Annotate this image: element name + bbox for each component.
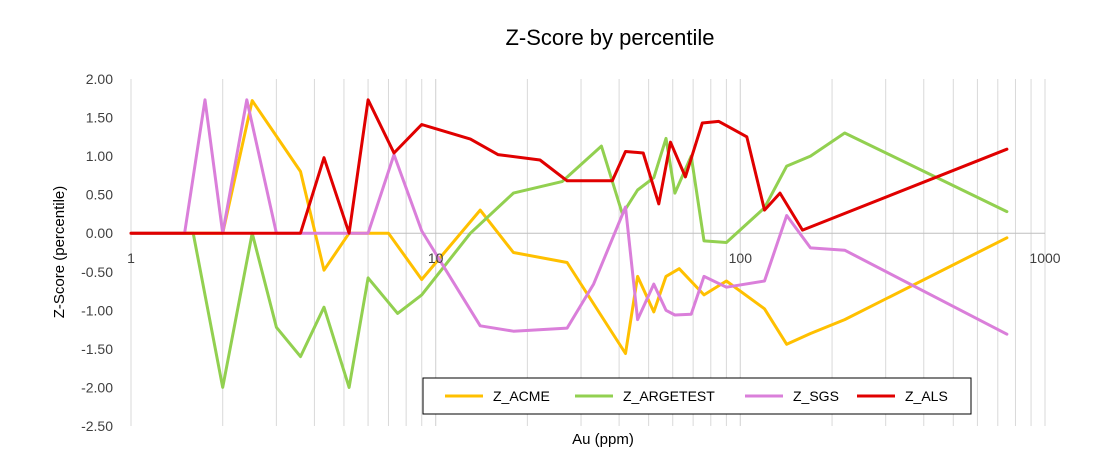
y-tick-label: -0.50 <box>81 264 113 280</box>
chart-title: Z-Score by percentile <box>505 25 714 50</box>
x-tick-label: 100 <box>729 250 753 266</box>
x-tick-label: 1 <box>127 250 135 266</box>
y-tick-label: 0.50 <box>86 187 113 203</box>
legend-label: Z_ARGETEST <box>623 388 715 404</box>
series-layer <box>129 98 1009 389</box>
series-line-z-als <box>129 98 1009 235</box>
x-axis-title: Au (ppm) <box>572 431 634 448</box>
legend-label: Z_ALS <box>905 388 948 404</box>
y-tick-label: 1.00 <box>86 148 113 164</box>
series-line-z-argetest <box>129 131 1009 389</box>
x-tick-labels: 1 10 100 1000 <box>127 250 1061 266</box>
x-tick-label: 10 <box>428 250 444 266</box>
series-line-z-sgs <box>129 98 1009 336</box>
x-tick-label: 1000 <box>1029 250 1060 266</box>
y-tick-label: -1.00 <box>81 302 113 318</box>
y-tick-label: 2.00 <box>86 71 113 87</box>
y-tick-label: -2.00 <box>81 379 113 395</box>
legend-label: Z_SGS <box>793 388 839 404</box>
legend-label: Z_ACME <box>493 388 550 404</box>
y-tick-label: 0.00 <box>86 225 113 241</box>
y-tick-label: 1.50 <box>86 110 113 126</box>
legend: Z_ACME Z_ARGETEST Z_SGS Z_ALS <box>445 388 948 404</box>
y-tick-labels: 2.00 1.50 1.00 0.50 0.00 -0.50 -1.00 -1.50 -2.00… <box>81 71 113 434</box>
y-axis-title: Z-Score (percentile) <box>51 186 68 319</box>
y-tick-label: -2.50 <box>81 418 113 434</box>
y-tick-label: -1.50 <box>81 341 113 357</box>
series-line-z-acme <box>129 99 1009 355</box>
